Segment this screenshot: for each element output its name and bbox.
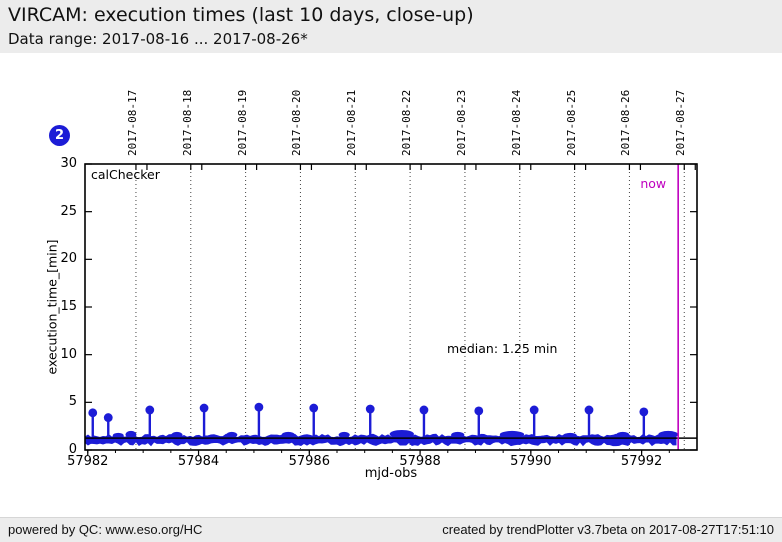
date-tick-label: 2017-08-23 <box>455 90 468 156</box>
qc-report-page: VIRCAM: execution times (last 10 days, c… <box>0 0 782 542</box>
spike-point <box>200 404 209 413</box>
data-bump <box>658 431 678 438</box>
data-bump <box>171 432 182 438</box>
date-tick-label: 2017-08-18 <box>181 90 194 156</box>
data-bump <box>451 432 464 438</box>
now-label: now <box>620 176 666 191</box>
series-label: calChecker <box>91 167 160 182</box>
footer: powered by QC: www.eso.org/HC created by… <box>0 517 782 542</box>
data-bump <box>113 433 124 438</box>
data-bump <box>125 431 136 438</box>
date-tick-label: 2017-08-20 <box>290 90 303 156</box>
data-bump <box>226 432 237 438</box>
plot-frame <box>85 164 697 450</box>
y-tick-label: 25 <box>49 204 77 219</box>
data-bump <box>616 432 629 438</box>
data-bump <box>339 432 350 438</box>
date-tick-label: 2017-08-27 <box>674 90 687 156</box>
x-tick-label: 57992 <box>617 454 667 469</box>
spike-point <box>530 406 539 415</box>
x-tick-label: 57990 <box>506 454 556 469</box>
date-tick-label: 2017-08-24 <box>510 90 523 156</box>
data-bump <box>282 432 295 438</box>
median-annotation: median: 1.25 min <box>447 341 557 356</box>
date-tick-label: 2017-08-22 <box>400 90 413 156</box>
spike-point <box>104 413 113 422</box>
data-bump <box>564 433 577 438</box>
spike-point <box>420 406 429 415</box>
footer-powered-by: powered by QC: www.eso.org/HC <box>8 522 202 537</box>
date-tick-label: 2017-08-19 <box>236 90 249 156</box>
date-tick-label: 2017-08-25 <box>565 90 578 156</box>
spike-point <box>88 408 97 417</box>
spike-point <box>585 406 594 415</box>
y-tick-label: 5 <box>49 394 77 409</box>
spike-point <box>309 404 318 413</box>
x-axis-title: mjd-obs <box>351 466 431 481</box>
x-tick-label: 57984 <box>174 454 224 469</box>
data-bump <box>500 431 524 438</box>
data-bump <box>390 430 414 438</box>
y-axis-title: execution_time_[min] <box>45 240 60 375</box>
y-tick-label: 30 <box>49 156 77 171</box>
date-tick-label: 2017-08-17 <box>126 90 139 156</box>
spike-point <box>366 405 375 414</box>
spike-point <box>145 406 154 415</box>
footer-created-by: created by trendPlotter v3.7beta on 2017… <box>442 522 774 537</box>
spike-point <box>474 407 483 416</box>
spike-point <box>639 407 648 416</box>
date-tick-label: 2017-08-26 <box>619 90 632 156</box>
x-tick-label: 57982 <box>63 454 113 469</box>
x-tick-label: 57986 <box>284 454 334 469</box>
date-tick-label: 2017-08-21 <box>345 90 358 156</box>
spike-point <box>255 403 264 412</box>
